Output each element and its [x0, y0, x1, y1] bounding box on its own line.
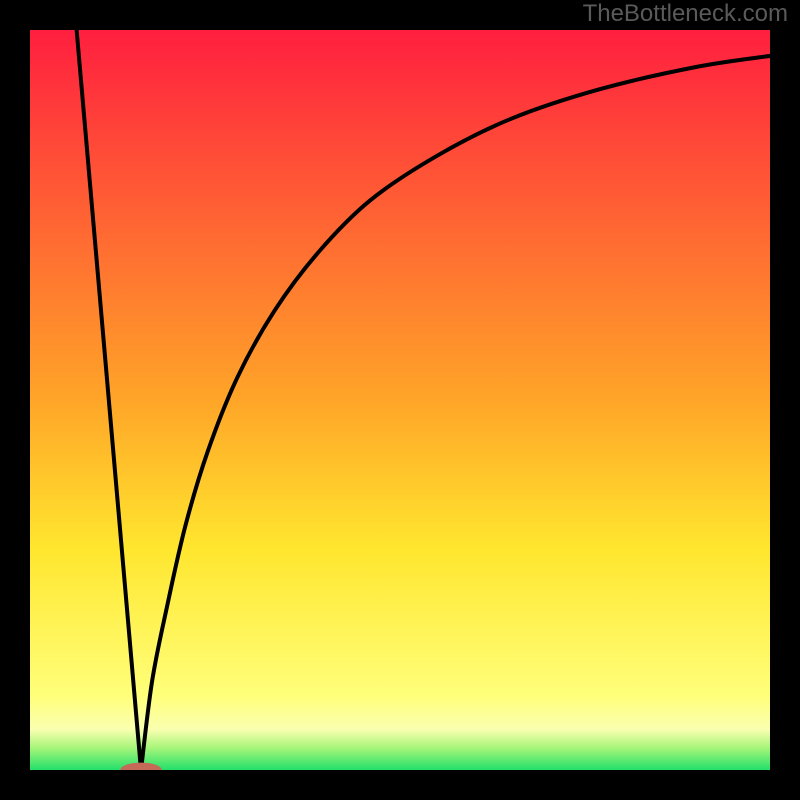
frame-border-bottom: [0, 770, 800, 800]
frame-border-left: [0, 0, 30, 800]
frame-border-right: [770, 0, 800, 800]
plot-background: [30, 30, 770, 770]
chart-frame: TheBottleneck.com: [0, 0, 800, 800]
watermark-text: TheBottleneck.com: [583, 0, 788, 28]
bottleneck-chart: [0, 0, 800, 800]
